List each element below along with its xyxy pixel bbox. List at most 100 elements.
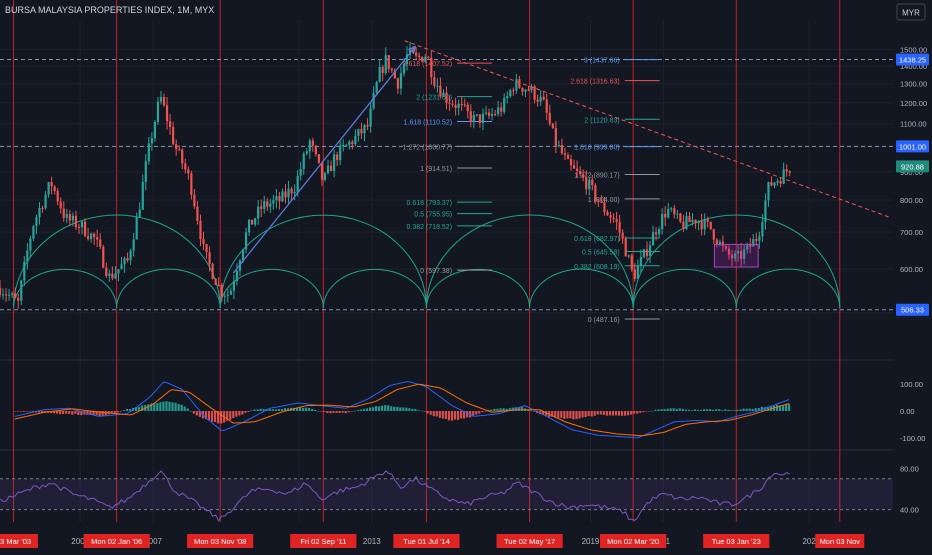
candle-body[interactable] [785, 169, 788, 172]
candle-body[interactable] [651, 232, 655, 246]
candle-body[interactable] [363, 124, 366, 134]
candle-body[interactable] [497, 107, 500, 115]
candle-body[interactable] [263, 201, 266, 209]
candle-body[interactable] [448, 102, 451, 104]
event-date-badge[interactable]: Fri 02 Sep '11 [290, 534, 357, 548]
candle-body[interactable] [764, 200, 767, 222]
candle-body[interactable] [348, 141, 351, 145]
candle-body[interactable] [62, 208, 65, 218]
candle-body[interactable] [427, 56, 430, 59]
candle-body[interactable] [439, 85, 442, 97]
candle-body[interactable] [105, 267, 108, 276]
candle-body[interactable] [317, 154, 321, 163]
candle-body[interactable] [487, 112, 491, 116]
candle-body[interactable] [342, 144, 345, 146]
candle-body[interactable] [0, 287, 2, 296]
event-date-badge[interactable]: Mon 03 Nov '08 [187, 534, 254, 548]
candle-body[interactable] [624, 238, 627, 257]
candle-body[interactable] [199, 220, 202, 240]
candle-body[interactable] [126, 258, 129, 261]
candle-body[interactable] [390, 68, 393, 71]
candle-body[interactable] [162, 97, 166, 106]
candle-body[interactable] [415, 52, 418, 56]
candle-body[interactable] [724, 246, 728, 249]
candle-body[interactable] [111, 273, 114, 279]
candle-body[interactable] [290, 188, 293, 194]
candle-body[interactable] [123, 258, 126, 265]
candle-body[interactable] [788, 171, 791, 173]
candle-body[interactable] [597, 200, 600, 203]
candle-body[interactable] [503, 98, 506, 112]
candle-body[interactable] [251, 219, 254, 225]
candle-body[interactable] [11, 293, 14, 295]
candle-body[interactable] [621, 232, 624, 239]
candle-body[interactable] [430, 58, 433, 78]
candle-body[interactable] [636, 265, 639, 279]
candle-body[interactable] [445, 92, 448, 103]
candle-body[interactable] [500, 107, 503, 112]
candle-body[interactable] [384, 55, 387, 73]
candle-body[interactable] [305, 151, 308, 154]
candle-body[interactable] [153, 121, 157, 139]
candle-body[interactable] [96, 237, 99, 240]
candle-body[interactable] [746, 244, 749, 250]
candle-body[interactable] [299, 169, 302, 176]
candle-body[interactable] [633, 269, 636, 279]
candle-body[interactable] [703, 218, 706, 230]
candle-body[interactable] [733, 253, 737, 259]
candle-body[interactable] [378, 66, 381, 83]
candle-body[interactable] [576, 168, 579, 172]
candle-body[interactable] [688, 216, 691, 223]
candle-body[interactable] [99, 239, 102, 247]
candle-body[interactable] [375, 82, 378, 94]
candle-body[interactable] [767, 182, 770, 201]
candle-body[interactable] [506, 96, 509, 99]
candle-body[interactable] [694, 219, 697, 224]
candle-body[interactable] [569, 158, 573, 166]
candle-body[interactable] [187, 169, 190, 174]
candle-body[interactable] [141, 181, 144, 210]
candle-body[interactable] [68, 214, 71, 221]
candle-body[interactable] [83, 221, 87, 236]
candle-body[interactable] [339, 145, 342, 161]
candle-body[interactable] [120, 264, 123, 270]
candle-body[interactable] [773, 182, 776, 186]
candle-body[interactable] [627, 255, 630, 257]
candle-body[interactable] [566, 155, 570, 159]
candle-body[interactable] [712, 229, 715, 240]
event-date-badge[interactable]: 03 Mar '03 [0, 534, 38, 548]
candle-body[interactable] [135, 216, 138, 240]
candle-body[interactable] [47, 182, 50, 195]
candle-body[interactable] [226, 294, 229, 296]
candle-body[interactable] [190, 173, 193, 195]
candle-body[interactable] [74, 215, 78, 228]
candle-body[interactable] [472, 114, 475, 122]
candle-body[interactable] [326, 165, 330, 174]
candle-body[interactable] [758, 236, 761, 241]
candle-body[interactable] [278, 196, 281, 202]
candle-body[interactable] [193, 194, 196, 207]
event-date-badge[interactable]: Mon 03 Nov [815, 534, 865, 548]
candle-body[interactable] [654, 232, 658, 235]
candle-body[interactable] [244, 232, 248, 250]
candle-body[interactable] [35, 217, 38, 227]
candle-body[interactable] [518, 79, 521, 88]
candle-body[interactable] [357, 129, 360, 136]
candle-body[interactable] [86, 235, 90, 239]
candle-body[interactable] [755, 239, 758, 241]
currency-button[interactable]: MYR [896, 3, 926, 21]
candle-body[interactable] [639, 257, 642, 266]
candle-body[interactable] [360, 129, 363, 134]
candle-body[interactable] [670, 208, 673, 210]
candle-body[interactable] [642, 249, 646, 258]
highlight-box[interactable] [713, 243, 759, 268]
candle-body[interactable] [302, 153, 305, 170]
drawing-tools-layer[interactable] [232, 40, 890, 274]
candle-body[interactable] [685, 216, 688, 230]
candle-body[interactable] [223, 295, 226, 297]
candle-body[interactable] [524, 89, 527, 92]
candle-body[interactable] [630, 255, 633, 270]
candle-body[interactable] [603, 202, 606, 213]
candle-body[interactable] [366, 124, 369, 127]
